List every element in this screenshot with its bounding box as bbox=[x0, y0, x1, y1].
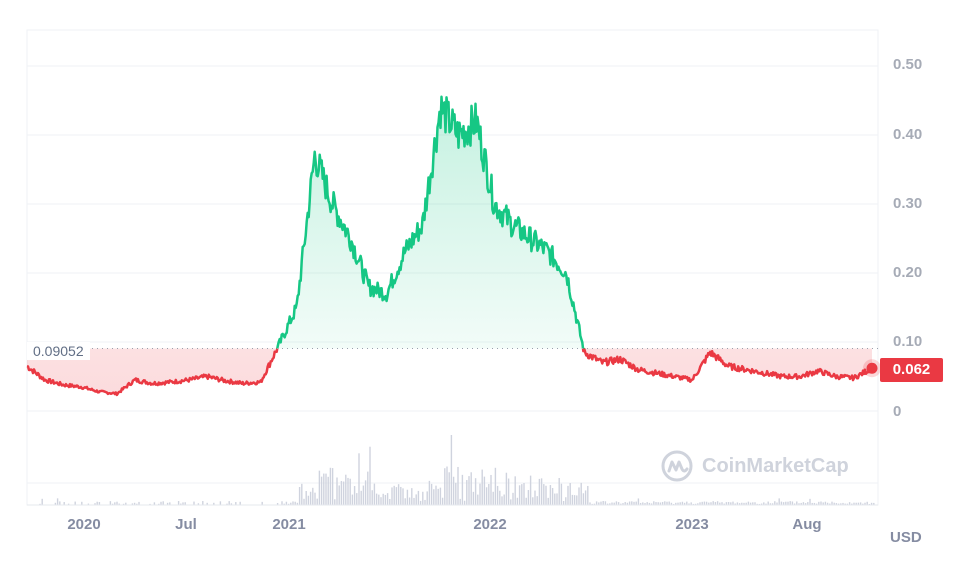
y-tick-label: 0.10 bbox=[893, 333, 923, 350]
y-tick-label: 0.50 bbox=[893, 56, 923, 73]
current-price-badge: 0.062 bbox=[880, 358, 943, 382]
coinmarketcap-watermark: CoinMarketCap bbox=[660, 449, 849, 483]
currency-unit: USD bbox=[890, 529, 922, 546]
y-tick-label: 0.20 bbox=[893, 264, 923, 281]
reference-price-label: 0.09052 bbox=[27, 342, 90, 360]
coinmarketcap-logo-icon bbox=[661, 450, 693, 482]
x-tick-label: 2021 bbox=[272, 516, 306, 533]
x-tick-label: 2020 bbox=[67, 516, 101, 533]
watermark-text: CoinMarketCap bbox=[702, 454, 849, 477]
y-tick-label: 0.30 bbox=[893, 195, 923, 212]
x-tick-label: Jul bbox=[175, 516, 197, 533]
x-tick-label: Aug bbox=[792, 516, 822, 533]
y-tick-label: 0 bbox=[893, 403, 902, 420]
x-tick-label: 2022 bbox=[473, 516, 507, 533]
y-tick-label: 0.40 bbox=[893, 126, 923, 143]
x-tick-label: 2023 bbox=[675, 516, 709, 533]
